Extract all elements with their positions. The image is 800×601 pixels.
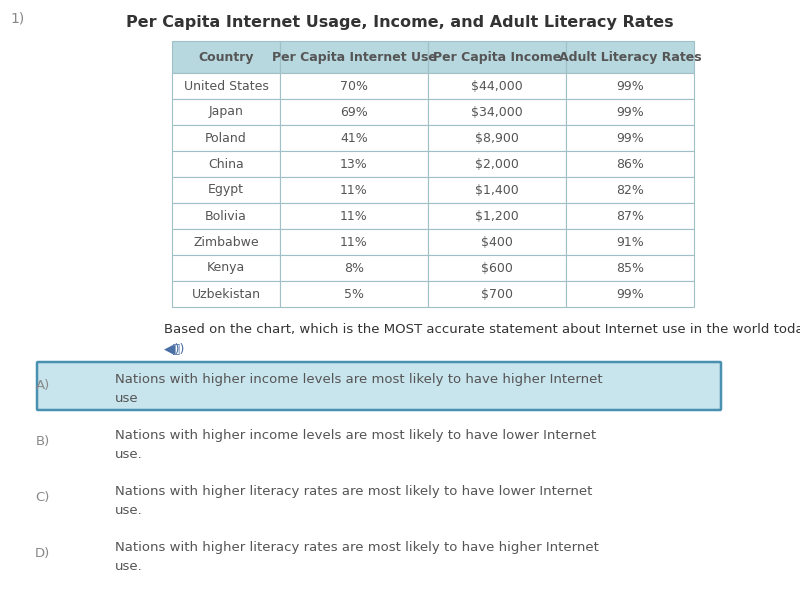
Text: $2,000: $2,000 <box>475 157 519 171</box>
Bar <box>172 229 280 255</box>
Bar <box>566 255 694 281</box>
Bar <box>172 73 280 99</box>
Bar <box>280 99 428 125</box>
Text: Poland: Poland <box>205 132 247 144</box>
Text: Per Capita Internet Use: Per Capita Internet Use <box>271 50 437 64</box>
Bar <box>566 229 694 255</box>
Text: 87%: 87% <box>616 210 644 222</box>
Bar <box>172 177 280 203</box>
Text: 85%: 85% <box>616 261 644 275</box>
Text: $34,000: $34,000 <box>471 106 523 118</box>
Bar <box>428 177 566 203</box>
Bar <box>566 73 694 99</box>
Text: 99%: 99% <box>616 132 644 144</box>
Text: Bolivia: Bolivia <box>205 210 247 222</box>
Bar <box>280 229 428 255</box>
Bar <box>428 203 566 229</box>
Text: Egypt: Egypt <box>208 183 244 197</box>
Bar <box>172 151 280 177</box>
Bar <box>428 229 566 255</box>
Bar <box>172 203 280 229</box>
Text: D): D) <box>34 548 50 561</box>
Bar <box>566 41 694 73</box>
Text: $1,200: $1,200 <box>475 210 519 222</box>
Text: Nations with higher literacy rates are most likely to have higher Internet
use.: Nations with higher literacy rates are m… <box>115 541 599 573</box>
Bar <box>428 151 566 177</box>
FancyBboxPatch shape <box>37 362 721 410</box>
Bar <box>172 41 280 73</box>
Text: Per Capita Internet Usage, Income, and Adult Literacy Rates: Per Capita Internet Usage, Income, and A… <box>126 15 674 30</box>
Text: $700: $700 <box>481 287 513 300</box>
Bar <box>172 99 280 125</box>
Bar <box>428 125 566 151</box>
Text: $400: $400 <box>481 236 513 248</box>
Text: 13%: 13% <box>340 157 368 171</box>
Bar <box>428 281 566 307</box>
Text: 11%: 11% <box>340 236 368 248</box>
Bar <box>566 281 694 307</box>
Text: $600: $600 <box>481 261 513 275</box>
Text: 99%: 99% <box>616 79 644 93</box>
Bar <box>566 203 694 229</box>
Bar <box>280 203 428 229</box>
Bar <box>428 99 566 125</box>
Text: 86%: 86% <box>616 157 644 171</box>
Bar <box>280 281 428 307</box>
Text: 91%: 91% <box>616 236 644 248</box>
Bar <box>280 73 428 99</box>
Text: Nations with higher income levels are most likely to have lower Internet
use.: Nations with higher income levels are mo… <box>115 429 596 461</box>
Text: 70%: 70% <box>340 79 368 93</box>
Bar <box>428 255 566 281</box>
Text: Nations with higher income levels are most likely to have higher Internet
use: Nations with higher income levels are mo… <box>115 373 602 405</box>
Text: China: China <box>208 157 244 171</box>
Text: Adult Literacy Rates: Adult Literacy Rates <box>558 50 702 64</box>
Text: 8%: 8% <box>344 261 364 275</box>
Text: C): C) <box>36 492 50 504</box>
Text: B): B) <box>36 436 50 448</box>
Bar <box>280 125 428 151</box>
Text: $8,900: $8,900 <box>475 132 519 144</box>
Text: $44,000: $44,000 <box>471 79 523 93</box>
Text: A): A) <box>36 379 50 392</box>
Bar <box>172 125 280 151</box>
Text: Nations with higher literacy rates are most likely to have lower Internet
use.: Nations with higher literacy rates are m… <box>115 485 592 517</box>
Bar <box>280 177 428 203</box>
Bar <box>566 99 694 125</box>
Text: Based on the chart, which is the MOST accurate statement about Internet use in t: Based on the chart, which is the MOST ac… <box>164 323 800 336</box>
Bar <box>566 151 694 177</box>
Text: 11%: 11% <box>340 183 368 197</box>
Text: 99%: 99% <box>616 287 644 300</box>
Text: 82%: 82% <box>616 183 644 197</box>
Bar <box>280 255 428 281</box>
Text: Uzbekistan: Uzbekistan <box>191 287 261 300</box>
Text: Per Capita Income: Per Capita Income <box>433 50 561 64</box>
Text: ◀)): ◀)) <box>166 342 186 355</box>
Bar <box>280 151 428 177</box>
Text: 1): 1) <box>10 11 24 25</box>
Text: Japan: Japan <box>209 106 243 118</box>
Text: Zimbabwe: Zimbabwe <box>193 236 259 248</box>
Text: ◀⧗: ◀⧗ <box>164 343 181 356</box>
Text: Country: Country <box>198 50 254 64</box>
Text: United States: United States <box>183 79 269 93</box>
Text: $1,400: $1,400 <box>475 183 519 197</box>
Text: 41%: 41% <box>340 132 368 144</box>
Text: 99%: 99% <box>616 106 644 118</box>
Bar <box>566 177 694 203</box>
Text: 69%: 69% <box>340 106 368 118</box>
Bar <box>172 255 280 281</box>
Text: 11%: 11% <box>340 210 368 222</box>
Bar <box>428 73 566 99</box>
Text: Kenya: Kenya <box>207 261 245 275</box>
Bar <box>280 41 428 73</box>
Text: 5%: 5% <box>344 287 364 300</box>
Bar <box>566 125 694 151</box>
Bar <box>428 41 566 73</box>
Bar <box>172 281 280 307</box>
